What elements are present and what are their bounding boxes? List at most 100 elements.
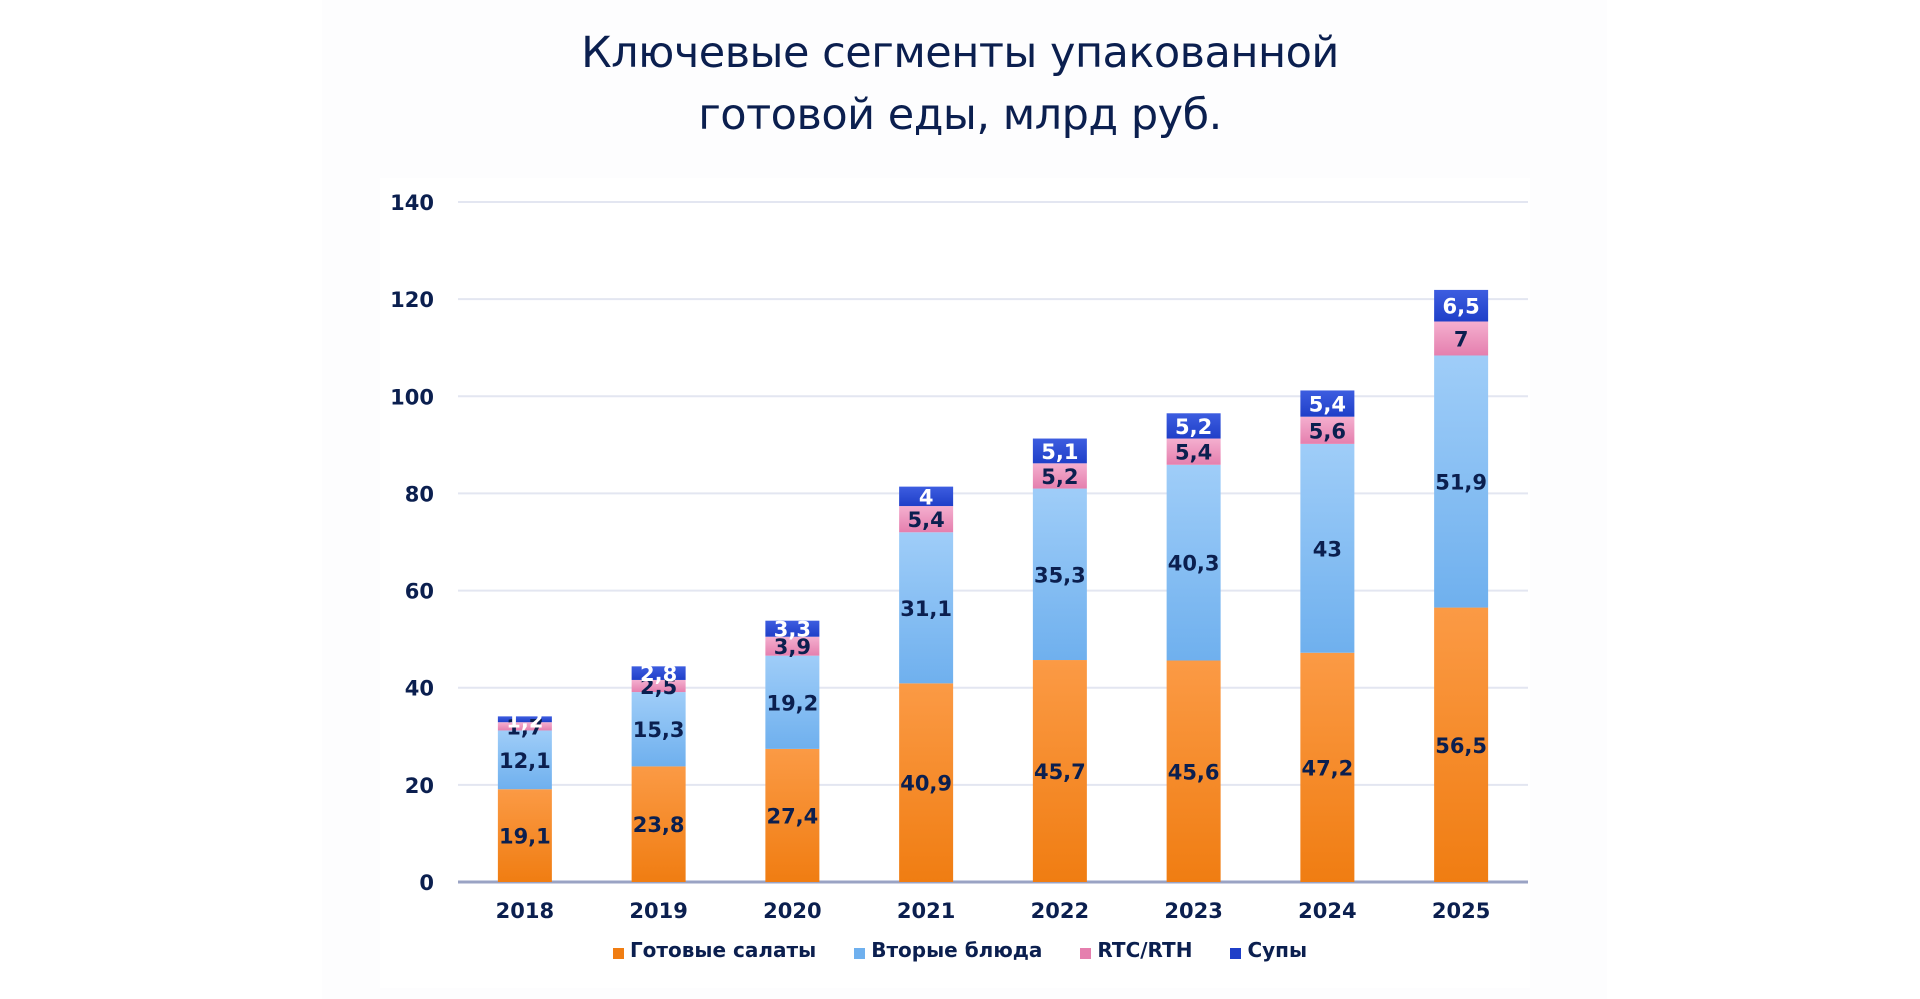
bar-segment [497, 789, 552, 882]
data-labels: 19,112,11,71,223,815,32,52,827,419,23,93… [499, 295, 1487, 849]
bar-segment [631, 666, 686, 680]
x-tick-label: 2025 [1432, 899, 1490, 923]
data-label: 47,2 [1301, 756, 1353, 780]
bar-segment [899, 532, 954, 684]
legend-item: Супы [1230, 938, 1307, 962]
y-tick-label: 40 [405, 677, 434, 701]
y-tick-label: 80 [405, 482, 434, 506]
data-label: 3,3 [774, 618, 811, 642]
bar-segment [631, 692, 686, 767]
data-label: 27,4 [766, 804, 818, 828]
legend-item: Вторые блюда [854, 938, 1042, 962]
bar-segment [1166, 438, 1221, 465]
data-label: 15,3 [633, 718, 685, 742]
bar-segment [899, 683, 954, 882]
legend-label: Супы [1247, 938, 1308, 962]
bar-segment [1434, 607, 1489, 882]
x-tick-label: 2019 [629, 899, 687, 923]
bar-segment [1300, 416, 1355, 444]
data-label: 19,1 [499, 825, 551, 849]
bar-segment [497, 722, 552, 731]
data-label: 1,2 [506, 708, 543, 732]
legend-swatch [612, 947, 624, 959]
bar-segment [1300, 443, 1355, 653]
data-label: 4 [919, 485, 934, 509]
bar-segment [765, 655, 820, 749]
gridlines [458, 201, 1528, 884]
legend-item: RTC/RTH [1080, 938, 1192, 962]
data-label: 6,5 [1443, 295, 1480, 319]
data-label: 1,7 [506, 715, 543, 739]
data-label: 2,5 [640, 675, 677, 699]
y-tick-label: 20 [405, 774, 434, 798]
data-label: 43 [1313, 537, 1342, 561]
data-label: 51,9 [1435, 471, 1487, 495]
legend-label: RTC/RTH [1097, 938, 1193, 962]
x-tick-label: 2023 [1164, 899, 1222, 923]
bar-segment [765, 620, 820, 637]
legend-swatch [854, 947, 866, 959]
data-label: 12,1 [499, 749, 551, 773]
legend-label: Готовые салаты [629, 938, 817, 962]
bar-segment [1032, 488, 1087, 661]
x-tick-label: 2024 [1298, 899, 1356, 923]
data-label: 31,1 [900, 597, 952, 621]
data-label: 19,2 [766, 691, 818, 715]
data-label: 35,3 [1034, 563, 1086, 587]
y-tick-label: 140 [390, 191, 434, 215]
bar-segment [1032, 463, 1087, 489]
data-label: 40,3 [1168, 552, 1220, 576]
data-label: 45,7 [1034, 760, 1086, 784]
data-label: 5,1 [1041, 440, 1078, 464]
data-label: 5,2 [1041, 465, 1078, 489]
data-label: 7 [1454, 327, 1469, 351]
chart-title-line-1: Ключевые сегменты упакованной [581, 28, 1339, 78]
legend-swatch [1230, 947, 1242, 959]
data-label: 23,8 [633, 813, 685, 837]
data-label: 5,4 [1175, 441, 1212, 465]
bar-segment [899, 486, 954, 507]
data-label: 3,9 [774, 635, 811, 659]
bar-segment [1434, 355, 1489, 608]
x-tick-label: 2018 [496, 899, 554, 923]
y-axis: 0 20 40 60 80 100 120 140 [390, 191, 434, 895]
legend-swatch [1080, 947, 1092, 959]
bar-segment [1032, 438, 1087, 464]
bar-segment [765, 748, 820, 882]
bar-segment [1300, 652, 1355, 882]
data-label: 45,6 [1168, 760, 1220, 784]
bar-segment [1166, 660, 1221, 882]
y-tick-label: 100 [390, 385, 434, 409]
x-tick-label: 2020 [763, 899, 821, 923]
data-label: 2,8 [640, 662, 677, 686]
data-label: 5,4 [1309, 393, 1346, 417]
bar-segment [1166, 464, 1221, 661]
bar-segment [1300, 390, 1355, 417]
bars [497, 289, 1489, 882]
bar-segment [497, 716, 552, 723]
bar-segment [631, 679, 686, 693]
bar-segment [899, 506, 954, 533]
data-label: 40,9 [900, 772, 952, 796]
bar-segment [497, 730, 552, 790]
legend: Готовые салаты Вторые блюда RTC/RTH Супы [0, 938, 1920, 962]
bar-segment [1032, 660, 1087, 882]
chart-title-line-2: готовой еды, млрд руб. [698, 90, 1222, 140]
x-tick-label: 2021 [897, 899, 955, 923]
y-tick-label: 0 [419, 871, 434, 895]
bar-segment [1434, 289, 1489, 322]
legend-label: Вторые блюда [871, 938, 1043, 962]
data-label: 56,5 [1435, 734, 1487, 758]
y-tick-label: 120 [390, 288, 434, 312]
bar-segment [1434, 321, 1489, 356]
bar-segment [765, 636, 820, 656]
data-label: 5,2 [1175, 415, 1212, 439]
x-axis: 2018 2019 2020 2021 2022 2023 2024 2025 [496, 899, 1491, 923]
data-label: 5,4 [908, 508, 945, 532]
bar-segment [631, 766, 686, 882]
x-tick-label: 2022 [1031, 899, 1089, 923]
chart-title: Ключевые сегменты упакованной готовой ед… [0, 22, 1920, 146]
data-label: 5,6 [1309, 419, 1346, 443]
bar-segment [1166, 413, 1221, 439]
